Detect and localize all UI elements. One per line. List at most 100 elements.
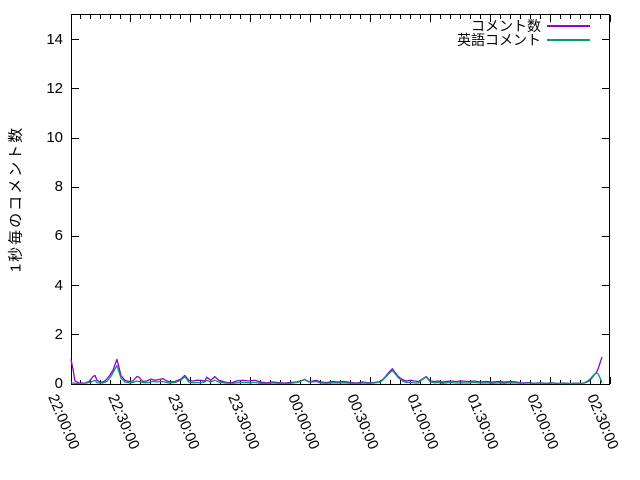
x-minor-tick-mirror xyxy=(160,15,162,19)
x-minor-tick xyxy=(589,380,591,384)
x-minor-tick-mirror xyxy=(170,15,172,19)
x-minor-tick xyxy=(579,380,581,384)
x-minor-tick-mirror xyxy=(200,15,202,19)
x-minor-tick xyxy=(539,380,541,384)
x-minor-tick-mirror xyxy=(589,15,591,19)
x-minor-tick-mirror xyxy=(559,15,561,19)
x-minor-tick-mirror xyxy=(230,15,232,19)
x-minor-tick xyxy=(230,380,232,384)
x-minor-tick-mirror xyxy=(90,15,92,19)
x-tick xyxy=(70,377,72,384)
x-minor-tick xyxy=(200,380,202,384)
x-minor-tick-mirror xyxy=(240,15,242,19)
x-minor-tick-mirror xyxy=(270,15,272,19)
x-tick-mirror xyxy=(369,15,371,22)
x-minor-tick xyxy=(80,380,82,384)
y-tick-label: 4 xyxy=(54,276,63,294)
y-tick-mirror xyxy=(602,137,609,139)
x-minor-tick-mirror xyxy=(280,15,282,19)
y-tick xyxy=(72,235,79,237)
y-tick-label: 0 xyxy=(54,375,63,392)
x-minor-tick-mirror xyxy=(379,15,381,19)
y-tick-mirror xyxy=(602,285,609,287)
y-tick xyxy=(72,285,79,287)
x-tick xyxy=(549,377,551,384)
plot-border xyxy=(71,14,610,385)
x-minor-tick-mirror xyxy=(320,15,322,19)
x-tick xyxy=(130,377,132,384)
x-minor-tick-mirror xyxy=(529,15,531,19)
y-tick-label: 14 xyxy=(46,30,63,48)
x-tick-mirror xyxy=(70,15,72,22)
x-tick xyxy=(609,377,611,384)
y-tick xyxy=(72,88,79,90)
x-minor-tick-mirror xyxy=(110,15,112,19)
x-minor-tick-mirror xyxy=(100,15,102,19)
x-minor-tick-mirror xyxy=(539,15,541,19)
x-tick-mirror xyxy=(549,15,551,22)
x-minor-tick-mirror xyxy=(579,15,581,19)
series-line-0 xyxy=(70,356,603,385)
x-minor-tick-mirror xyxy=(80,15,82,19)
x-minor-tick-mirror xyxy=(599,15,601,19)
x-tick-mirror xyxy=(609,15,611,22)
x-minor-tick-mirror xyxy=(469,15,471,19)
x-minor-tick xyxy=(120,380,122,384)
x-tick-mirror xyxy=(250,15,252,22)
x-minor-tick-mirror xyxy=(459,15,461,19)
x-minor-tick-mirror xyxy=(330,15,332,19)
x-minor-tick-mirror xyxy=(180,15,182,19)
series-line-1 xyxy=(70,364,603,385)
x-minor-tick xyxy=(180,380,182,384)
x-minor-tick xyxy=(459,380,461,384)
x-minor-tick-mirror xyxy=(359,15,361,19)
y-tick-label: 10 xyxy=(46,129,63,146)
x-minor-tick xyxy=(599,380,601,384)
legend-line-comments-icon xyxy=(547,25,590,27)
x-minor-tick-mirror xyxy=(300,15,302,19)
x-minor-tick-mirror xyxy=(150,15,152,19)
x-tick-mirror xyxy=(310,15,312,22)
x-minor-tick-mirror xyxy=(499,15,501,19)
x-minor-tick-mirror xyxy=(120,15,122,19)
x-minor-tick-mirror xyxy=(140,15,142,19)
x-minor-tick-mirror xyxy=(349,15,351,19)
x-tick xyxy=(310,377,312,384)
x-minor-tick xyxy=(389,380,391,384)
x-minor-tick-mirror xyxy=(210,15,212,19)
x-minor-tick xyxy=(110,380,112,384)
y-tick xyxy=(72,39,79,41)
y-tick-label: 12 xyxy=(46,79,63,97)
x-minor-tick-mirror xyxy=(479,15,481,19)
x-tick xyxy=(489,377,491,384)
x-minor-tick-mirror xyxy=(419,15,421,19)
x-tick-mirror xyxy=(489,15,491,22)
x-minor-tick-mirror xyxy=(399,15,401,19)
x-minor-tick-mirror xyxy=(409,15,411,19)
y-tick-mirror xyxy=(602,235,609,237)
x-minor-tick xyxy=(559,380,561,384)
y-tick-label: 6 xyxy=(54,227,63,245)
x-minor-tick-mirror xyxy=(290,15,292,19)
x-minor-tick-mirror xyxy=(340,15,341,19)
legend-line-english-comments-icon xyxy=(547,39,590,41)
y-tick xyxy=(72,186,79,188)
legend-entry-comments-label: コメント数 xyxy=(471,18,541,34)
x-minor-tick xyxy=(280,380,282,384)
y-tick-mirror xyxy=(602,383,609,385)
x-tick-mirror xyxy=(130,15,132,22)
y-tick-mirror xyxy=(602,39,609,41)
y-tick-mirror xyxy=(602,88,609,90)
x-minor-tick-mirror xyxy=(439,15,441,19)
x-minor-tick-mirror xyxy=(260,15,262,19)
x-tick xyxy=(369,377,371,384)
x-minor-tick xyxy=(529,380,531,384)
y-tick-mirror xyxy=(602,186,609,188)
x-minor-tick xyxy=(569,380,571,384)
legend-entry-english-comments-label: 英語コメント xyxy=(457,32,541,48)
x-minor-tick-mirror xyxy=(449,15,451,19)
y-tick-label: 8 xyxy=(54,178,63,196)
x-minor-tick-mirror xyxy=(509,15,511,19)
x-minor-tick xyxy=(399,380,401,384)
